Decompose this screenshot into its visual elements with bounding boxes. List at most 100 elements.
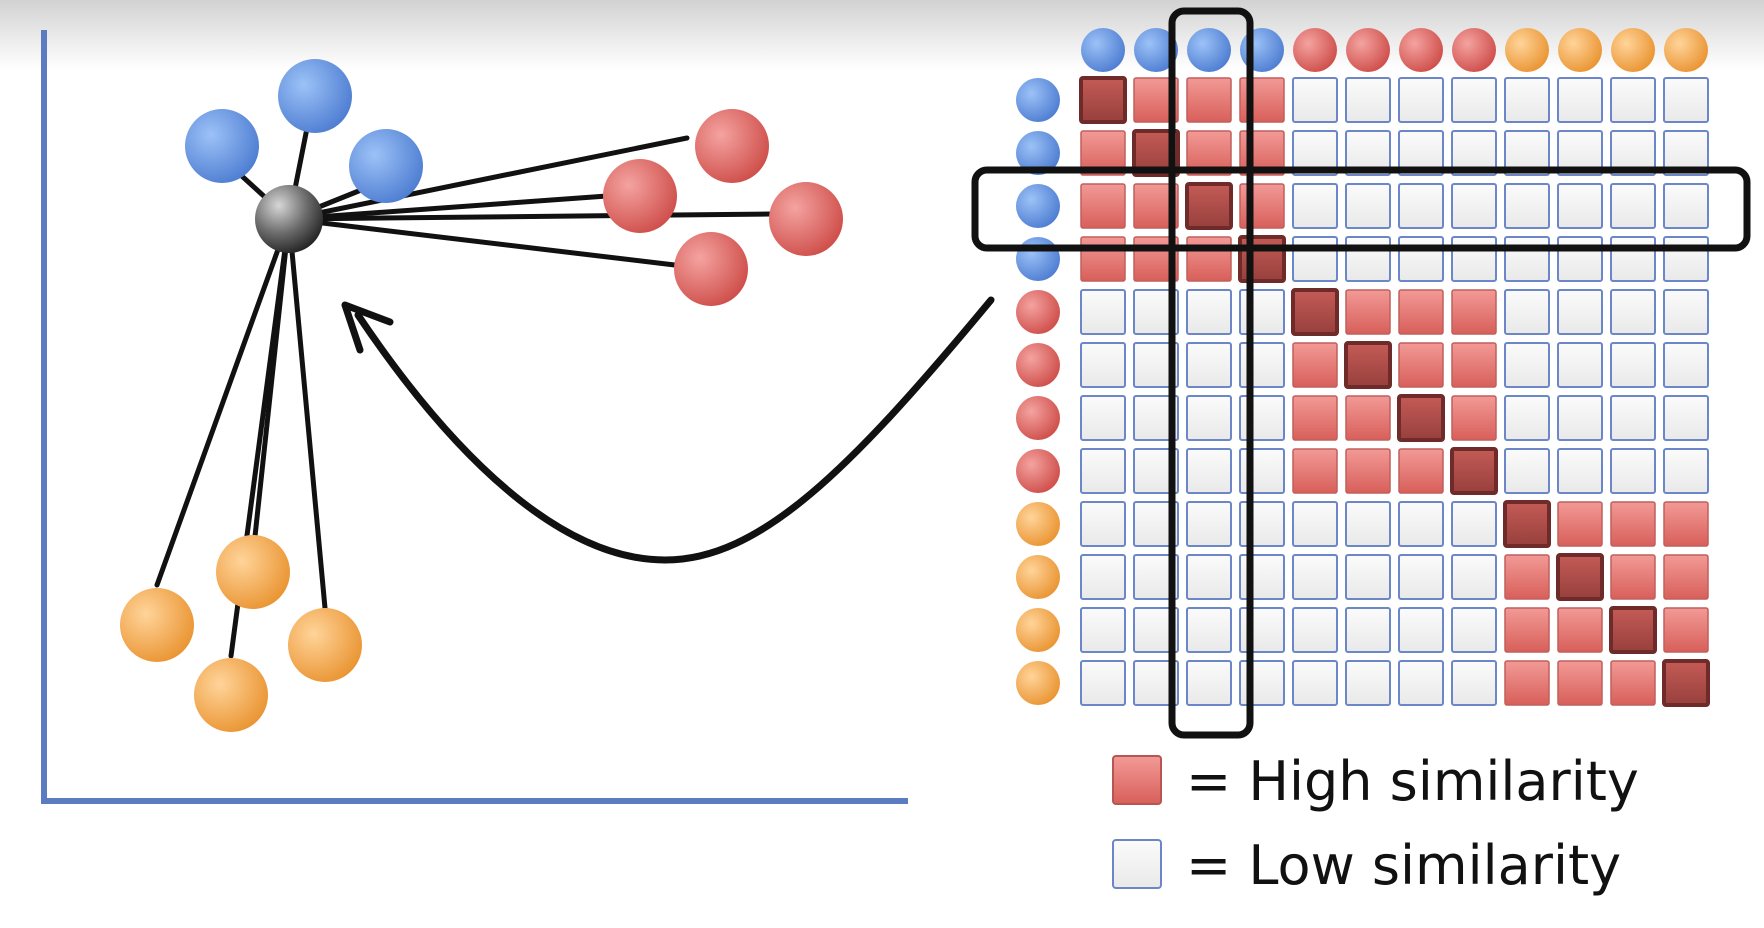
high-similarity-cell xyxy=(1398,448,1444,494)
low-similarity-cell xyxy=(1610,183,1656,229)
diagonal-high-similarity-cell xyxy=(1344,341,1392,389)
column-header-orange-circle xyxy=(1558,28,1602,72)
low-similarity-cell xyxy=(1080,501,1126,547)
low-similarity-cell xyxy=(1451,554,1497,600)
low-similarity-cell xyxy=(1080,660,1126,706)
orange-point xyxy=(120,588,194,662)
curved-arrow-head xyxy=(341,301,394,354)
low-similarity-cell xyxy=(1292,183,1338,229)
high-similarity-cell xyxy=(1610,554,1656,600)
high-similarity-cell xyxy=(1292,342,1338,388)
row-header-blue-circle xyxy=(1016,237,1060,281)
low-similarity-cell xyxy=(1610,448,1656,494)
low-similarity-cell xyxy=(1292,501,1338,547)
low-similarity-cell xyxy=(1133,448,1179,494)
diagonal-high-similarity-cell xyxy=(1291,288,1339,336)
low-similarity-cell xyxy=(1451,77,1497,123)
high-similarity-cell xyxy=(1080,183,1126,229)
low-similarity-cell xyxy=(1451,130,1497,176)
high-similarity-cell xyxy=(1504,554,1550,600)
low-similarity-cell xyxy=(1557,236,1603,282)
low-similarity-cell xyxy=(1610,395,1656,441)
low-similarity-cell xyxy=(1345,660,1391,706)
low-similarity-cell xyxy=(1504,130,1550,176)
line-to-red-3 xyxy=(286,211,774,222)
high-similarity-cell xyxy=(1663,607,1709,653)
low-similarity-cell xyxy=(1080,448,1126,494)
high-similarity-cell xyxy=(1504,607,1550,653)
orange-point xyxy=(216,535,290,609)
low-similarity-cell xyxy=(1345,236,1391,282)
diagonal-high-similarity-cell xyxy=(1450,447,1498,495)
row-header-orange-circle xyxy=(1016,502,1060,546)
column-header-orange-circle xyxy=(1505,28,1549,72)
scatter-plot xyxy=(41,30,908,804)
similarity-matrix xyxy=(1016,28,1710,707)
low-similarity-cell xyxy=(1504,236,1550,282)
low-similarity-cell xyxy=(1345,554,1391,600)
low-similarity-cell xyxy=(1080,607,1126,653)
row-header-orange-circle xyxy=(1016,555,1060,599)
high-similarity-cell xyxy=(1451,342,1497,388)
high-similarity-cell xyxy=(1186,236,1232,282)
diagonal-high-similarity-cell xyxy=(1503,500,1551,548)
low-similarity-cell xyxy=(1398,607,1444,653)
diagonal-high-similarity-cell xyxy=(1079,76,1127,124)
blue-point xyxy=(278,59,352,133)
legend: = High similarity = Low similarity xyxy=(1112,750,1639,897)
diagonal-high-similarity-cell xyxy=(1132,129,1180,177)
low-similarity-cell xyxy=(1610,289,1656,335)
high-similarity-cell xyxy=(1557,501,1603,547)
high-similarity-cell xyxy=(1504,660,1550,706)
high-similarity-cell xyxy=(1663,501,1709,547)
line-to-orange-4 xyxy=(286,216,328,611)
column-header-red-circle xyxy=(1399,28,1443,72)
low-similarity-cell xyxy=(1610,236,1656,282)
high-similarity-cell xyxy=(1345,395,1391,441)
high-similarity-cell xyxy=(1557,607,1603,653)
low-similarity-cell xyxy=(1504,395,1550,441)
low-similarity-cell xyxy=(1398,554,1444,600)
low-similarity-cell xyxy=(1292,607,1338,653)
low-similarity-cell xyxy=(1345,183,1391,229)
high-similarity-cell xyxy=(1186,130,1232,176)
high-similarity-cell xyxy=(1292,448,1338,494)
low-similarity-cell xyxy=(1186,607,1232,653)
red-point xyxy=(603,159,677,233)
row-header-blue-circle xyxy=(1016,78,1060,122)
high-similarity-cell xyxy=(1080,236,1126,282)
high-similarity-cell xyxy=(1451,395,1497,441)
low-similarity-cell xyxy=(1345,607,1391,653)
low-similarity-cell xyxy=(1451,660,1497,706)
gray-center-point xyxy=(255,185,323,253)
low-similarity-cell xyxy=(1133,289,1179,335)
low-similarity-label: = Low similarity xyxy=(1186,834,1621,897)
low-similarity-cell xyxy=(1186,395,1232,441)
low-similarity-cell xyxy=(1557,448,1603,494)
low-similarity-cell xyxy=(1080,395,1126,441)
low-similarity-cell xyxy=(1133,342,1179,388)
high-similarity-swatch xyxy=(1112,755,1162,805)
low-similarity-cell xyxy=(1504,183,1550,229)
column-header-blue-circle xyxy=(1187,28,1231,72)
low-similarity-cell xyxy=(1610,130,1656,176)
low-similarity-cell xyxy=(1292,660,1338,706)
row-header-orange-circle xyxy=(1016,608,1060,652)
low-similarity-cell xyxy=(1080,342,1126,388)
blue-point xyxy=(349,129,423,203)
low-similarity-cell xyxy=(1663,77,1709,123)
diagonal-high-similarity-cell xyxy=(1556,553,1604,601)
low-similarity-cell xyxy=(1398,183,1444,229)
high-similarity-cell xyxy=(1080,130,1126,176)
low-similarity-cell xyxy=(1610,342,1656,388)
high-similarity-cell xyxy=(1451,289,1497,335)
low-similarity-cell xyxy=(1133,501,1179,547)
low-similarity-cell xyxy=(1398,660,1444,706)
row-header-blue-circle xyxy=(1016,184,1060,228)
low-similarity-cell xyxy=(1133,607,1179,653)
orange-point xyxy=(288,608,362,682)
low-similarity-cell xyxy=(1451,183,1497,229)
high-similarity-cell xyxy=(1186,77,1232,123)
low-similarity-cell xyxy=(1186,448,1232,494)
